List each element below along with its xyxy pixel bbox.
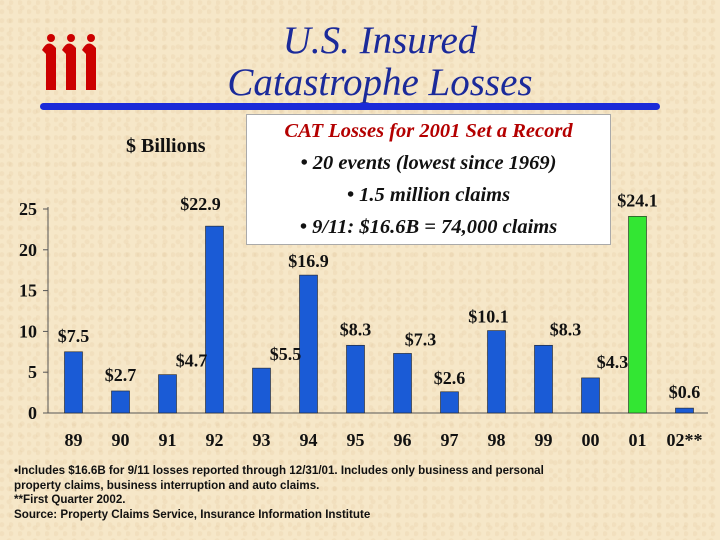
x-tick-label: 96 bbox=[394, 430, 412, 450]
footnote: •Includes $16.6B for 9/11 losses reporte… bbox=[14, 464, 714, 522]
bar-02 bbox=[675, 407, 694, 414]
title-divider bbox=[40, 103, 660, 110]
bar-94 bbox=[299, 274, 318, 414]
data-label: $8.3 bbox=[340, 319, 372, 339]
bar-96 bbox=[393, 353, 412, 414]
bar-93 bbox=[252, 367, 271, 414]
x-tick-label: 00 bbox=[582, 430, 600, 450]
x-tick-label: 01 bbox=[629, 430, 647, 450]
callout-line-2: • 1.5 million claims bbox=[346, 184, 511, 206]
bar-95 bbox=[346, 344, 365, 414]
bar-99 bbox=[534, 344, 553, 414]
data-label: $10.1 bbox=[468, 307, 509, 327]
bar-92 bbox=[205, 225, 224, 414]
callout-box: CAT Losses for 2001 Set a Record • 20 ev… bbox=[246, 114, 611, 245]
data-label: $7.5 bbox=[58, 326, 90, 346]
y-unit-label: $ Billions bbox=[126, 135, 206, 157]
callout-heading: CAT Losses for 2001 Set a Record bbox=[284, 120, 573, 142]
bar-91 bbox=[158, 374, 177, 414]
y-tick-label: 25 bbox=[19, 199, 37, 219]
data-label: $2.6 bbox=[434, 368, 466, 388]
title-line-2: Catastrophe Losses bbox=[227, 61, 533, 104]
x-tick-label: 93 bbox=[253, 430, 271, 450]
title-line-1: U.S. Insured bbox=[282, 19, 478, 62]
data-label: $8.3 bbox=[550, 319, 582, 339]
x-tick-label: 89 bbox=[65, 430, 83, 450]
callout-line-1: • 20 events (lowest since 1969) bbox=[300, 152, 557, 174]
y-tick-label: 5 bbox=[28, 362, 37, 382]
data-label: $7.3 bbox=[405, 329, 437, 349]
x-tick-label: 94 bbox=[300, 430, 318, 450]
x-tick-label: 98 bbox=[488, 430, 506, 450]
x-tick-label: 99 bbox=[535, 430, 553, 450]
x-tick-label: 91 bbox=[159, 430, 177, 450]
x-tick-label: 90 bbox=[112, 430, 130, 450]
x-tick-label: 92 bbox=[206, 430, 224, 450]
x-tick-label: 02** bbox=[667, 430, 703, 450]
footnote-line-3: **First Quarter 2002. bbox=[14, 493, 126, 506]
footnote-line-4: Source: Property Claims Service, Insuran… bbox=[14, 507, 371, 521]
bar-89 bbox=[64, 351, 83, 414]
data-label: $22.9 bbox=[180, 194, 221, 214]
footnote-line-2: property claims, business interruption a… bbox=[14, 478, 320, 492]
iii-logo bbox=[42, 34, 96, 90]
y-tick-label: 0 bbox=[28, 403, 37, 423]
bar-97 bbox=[440, 391, 459, 414]
data-label: $24.1 bbox=[617, 190, 658, 210]
data-label: $4.3 bbox=[597, 352, 629, 372]
data-label: $4.7 bbox=[176, 351, 208, 371]
data-label: $2.7 bbox=[105, 365, 137, 385]
x-tick-label: 97 bbox=[441, 430, 459, 450]
bar-90 bbox=[111, 390, 130, 414]
y-tick-label: 20 bbox=[19, 240, 37, 260]
data-label: $16.9 bbox=[288, 251, 329, 271]
bar-01 bbox=[628, 216, 647, 414]
bar-00 bbox=[581, 377, 600, 414]
data-label: $0.6 bbox=[669, 382, 701, 402]
y-tick-label: 10 bbox=[19, 321, 37, 341]
footnote-line-1: •Includes $16.6B for 9/11 losses reporte… bbox=[14, 464, 544, 477]
page-title: U.S. Insured Catastrophe Losses bbox=[190, 20, 570, 104]
y-tick-label: 15 bbox=[19, 281, 37, 301]
x-tick-label: 95 bbox=[347, 430, 365, 450]
data-label: $5.5 bbox=[270, 344, 302, 364]
bar-98 bbox=[487, 330, 506, 414]
callout-line-3: • 9/11: $16.6B = 74,000 claims bbox=[299, 216, 558, 238]
